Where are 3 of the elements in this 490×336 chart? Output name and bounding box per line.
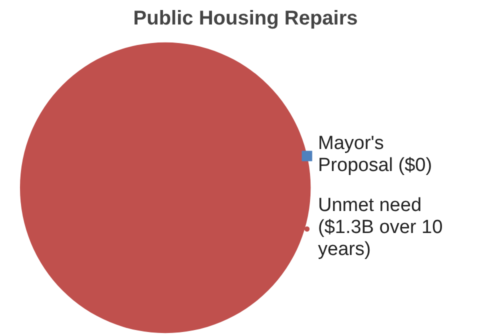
legend-label: Unmet need ($1.3B over 10 years) [318,195,443,261]
legend-label: Mayor's Proposal ($0) [318,133,432,177]
chart-title: Public Housing Repairs [133,8,358,30]
